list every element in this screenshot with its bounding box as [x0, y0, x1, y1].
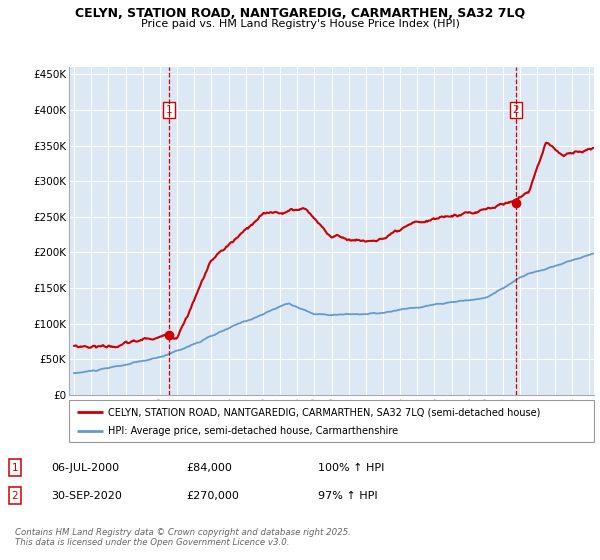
Text: CELYN, STATION ROAD, NANTGAREDIG, CARMARTHEN, SA32 7LQ: CELYN, STATION ROAD, NANTGAREDIG, CARMAR… — [75, 7, 525, 20]
FancyBboxPatch shape — [69, 400, 594, 442]
Text: Contains HM Land Registry data © Crown copyright and database right 2025.
This d: Contains HM Land Registry data © Crown c… — [15, 528, 351, 547]
Text: 1: 1 — [166, 105, 172, 115]
Text: 06-JUL-2000: 06-JUL-2000 — [51, 463, 119, 473]
Text: 1: 1 — [11, 463, 19, 473]
Text: £270,000: £270,000 — [186, 491, 239, 501]
Text: 97% ↑ HPI: 97% ↑ HPI — [318, 491, 377, 501]
Text: 2: 2 — [512, 105, 519, 115]
Text: HPI: Average price, semi-detached house, Carmarthenshire: HPI: Average price, semi-detached house,… — [109, 426, 398, 436]
Text: £84,000: £84,000 — [186, 463, 232, 473]
Text: Price paid vs. HM Land Registry's House Price Index (HPI): Price paid vs. HM Land Registry's House … — [140, 19, 460, 29]
Text: 30-SEP-2020: 30-SEP-2020 — [51, 491, 122, 501]
Text: 100% ↑ HPI: 100% ↑ HPI — [318, 463, 385, 473]
Text: CELYN, STATION ROAD, NANTGAREDIG, CARMARTHEN, SA32 7LQ (semi-detached house): CELYN, STATION ROAD, NANTGAREDIG, CARMAR… — [109, 407, 541, 417]
Text: 2: 2 — [11, 491, 19, 501]
